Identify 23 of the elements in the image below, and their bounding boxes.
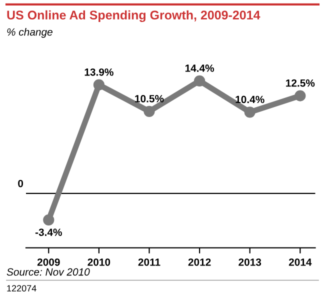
point	[144, 106, 155, 117]
data-label: 12.5%	[286, 79, 315, 87]
x-tick-label: 2014	[288, 258, 312, 266]
data-label: 13.9%	[84, 68, 114, 76]
point	[194, 75, 206, 86]
data-label: 10.5%	[135, 95, 164, 102]
ref-line-label: 0	[18, 180, 24, 188]
point	[294, 90, 306, 102]
data-label: 10.4%	[236, 96, 264, 104]
x-tick-label: 2009	[37, 258, 60, 266]
x-tick-label: 2010	[88, 258, 110, 266]
data-label: -3.4%	[35, 228, 62, 236]
point	[244, 106, 256, 118]
point	[43, 214, 54, 226]
x-tick-label: 2012	[188, 258, 211, 266]
point	[93, 79, 104, 90]
source-note: Source: Nov 2010	[6, 268, 90, 276]
data-label: 14.4%	[185, 64, 214, 72]
x-tick-label: 2013	[238, 258, 262, 266]
chart-subtitle: % change	[7, 28, 52, 38]
chart-title: US Online Ad Spending Growth, 2009-2014	[7, 10, 260, 22]
x-tick-label: 2011	[138, 258, 160, 266]
text: 122074	[7, 285, 36, 292]
